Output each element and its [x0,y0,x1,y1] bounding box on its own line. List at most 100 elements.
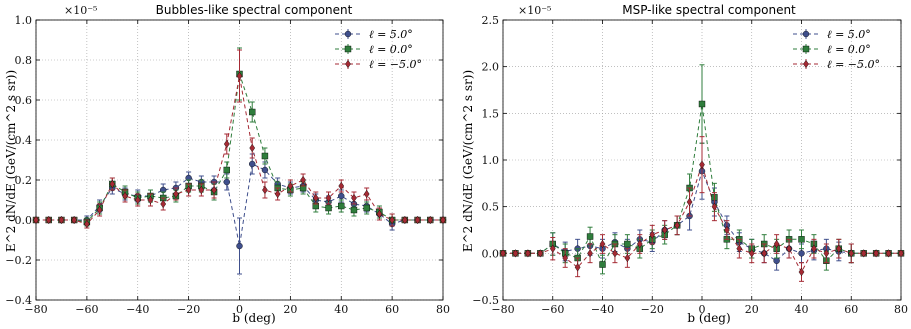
legend-marker [344,30,352,38]
data-point [389,215,395,225]
legend: ℓ = 5.0° ℓ = 0.0° ℓ = −5.0° [335,28,422,71]
x-axis-label: b (deg) [687,311,730,325]
data-point [500,249,506,258]
series-line-2 [503,163,901,274]
data-point [45,215,52,225]
data-point [599,261,606,268]
data-point [338,181,345,191]
y-tick-label-0.8: 0.8 [15,54,33,67]
data-point [440,215,446,225]
legend-marker [802,30,810,38]
data-point [525,249,531,258]
data-point [249,143,256,153]
data-point [699,160,705,169]
x-tick-label-20: −20 [641,303,664,316]
data-point [160,199,167,209]
data-point [873,249,879,258]
data-point [249,108,256,116]
data-point [724,225,730,235]
data-point [236,242,243,250]
data-point [860,249,867,258]
x-tick-label-0: 0 [699,303,706,316]
y-tick-label-0.4: −0.4 [5,294,32,307]
y-tick-label-0.4: 0.4 [15,134,33,147]
data-point [312,193,319,203]
y-tick-label-1.5: 1.5 [482,107,500,120]
svg-text:E^2 dN/dE (GeV/(cm^2 s sr)): E^2 dN/dE (GeV/(cm^2 s sr)) [461,70,475,252]
data-point [147,195,154,205]
data-point [674,221,680,230]
data-point [848,249,855,258]
x-tick-label-60: 60 [385,303,399,316]
data-point [427,215,434,225]
series-marks [32,47,447,275]
data-point [773,257,780,264]
data-point [350,206,358,214]
data-point [636,239,643,249]
data-point [122,191,128,201]
legend-marker [803,59,809,69]
legend-label: ℓ = 5.0° [369,28,413,41]
y-axis-label: E^2 dN/dE (GeV/(cm^2 s sr)) [461,70,475,252]
data-point [512,249,519,258]
legend-label: ℓ = 5.0° [827,28,871,41]
legend-label: ℓ = 0.0° [827,43,871,56]
x-axis-label: b (deg) [232,311,275,325]
data-point [711,202,718,211]
data-point [173,189,179,199]
data-point [885,249,892,258]
data-point [586,233,594,240]
data-point [274,189,281,199]
panel-msp: MSP-like spectral component ×10⁻⁵ b (deg… [461,3,908,325]
y-tick-label-0.0: 0.0 [482,247,500,260]
legend-label: ℓ = −5.0° [369,58,422,71]
tick-labels: −80 −60 −40 −20 0 20 40 60 80 −0.5 0.0 0.5 1.0 1.5 2.0… [472,14,908,316]
x-tick-label-0: 0 [236,303,243,316]
data-point [33,215,39,225]
y-tick-label-1.0: 1.0 [15,14,33,27]
data-point [761,249,768,258]
x-tick-label-40: −40 [591,303,614,316]
data-point [773,239,780,249]
y-tick-label-2.0: 2.0 [482,61,500,74]
data-point [363,204,370,212]
data-point [71,215,77,225]
legend-marker [802,45,810,53]
data-point [624,253,631,263]
data-point [587,249,593,258]
data-point [261,152,269,160]
data-point [287,181,294,191]
data-point [351,193,357,203]
y-multiplier: ×10⁻⁵ [64,4,97,17]
legend-label: ℓ = 0.0° [369,43,413,56]
y-multiplier: ×10⁻⁵ [518,4,551,17]
series-line-1 [503,103,901,266]
y-tick-label-0.5: −0.5 [472,294,499,307]
axes-frame [35,19,444,301]
data-point [261,166,269,174]
series-line-2 [36,75,443,225]
data-point [84,219,90,229]
data-point [748,249,755,258]
x-tick-label-20: 20 [283,303,297,316]
data-point [549,244,556,253]
y-tick-label-0.0: 0.0 [15,214,33,227]
data-point [835,244,842,253]
data-point [574,263,581,272]
svg-text:E^2 dN/dE (GeV/(cm^2 s sr)): E^2 dN/dE (GeV/(cm^2 s sr)) [4,70,18,252]
data-point [686,197,693,207]
data-point [325,193,332,203]
data-point [223,166,230,174]
data-point [402,215,408,225]
x-tick-label-80: −80 [24,303,47,316]
data-point [134,195,141,205]
data-point [58,215,65,225]
data-point [325,204,332,212]
data-point [798,236,805,243]
x-tick-label-80: 80 [436,303,450,316]
data-point [236,71,243,81]
data-point [262,185,268,195]
data-point [109,179,116,189]
y-tick-label-0.5: 0.5 [482,201,500,214]
data-point [211,185,217,195]
